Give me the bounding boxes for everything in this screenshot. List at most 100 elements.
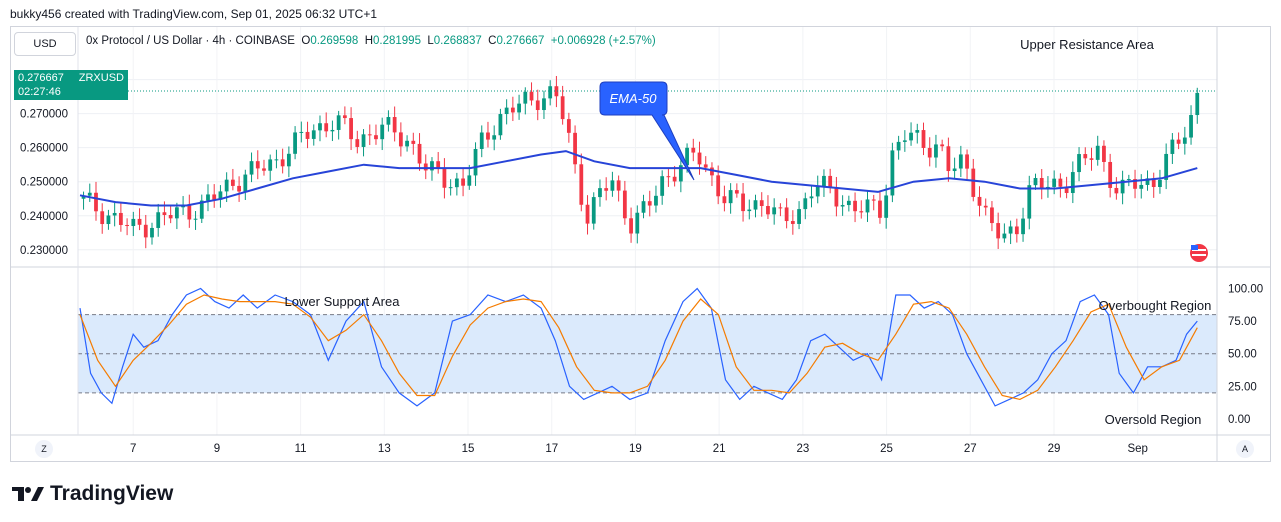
candle-body (355, 139, 360, 147)
candle-body (293, 132, 297, 154)
candle-body (759, 200, 764, 207)
candle-body (268, 159, 273, 171)
candle-body (237, 185, 241, 192)
candles (81, 75, 1200, 249)
candle-body (405, 140, 409, 147)
tradingview-logo: TradingView (12, 482, 173, 506)
candle-body (168, 215, 173, 219)
lower-support-label: Lower Support Area (285, 294, 401, 309)
candle-body (212, 194, 217, 200)
candle-body (510, 107, 515, 113)
stoch-tick-label: 25.00 (1228, 381, 1257, 393)
candle-body (622, 190, 627, 219)
candle-body (753, 200, 758, 210)
candle-body (604, 188, 609, 191)
candle-body (199, 200, 204, 219)
candle-body (498, 114, 503, 136)
candle-body (716, 175, 721, 197)
candle-body (896, 141, 901, 151)
candle-body (921, 130, 926, 148)
candle-body (461, 178, 465, 186)
last-price-tag: 0.276667 ZRXUSD 02:27:46 (14, 70, 128, 100)
candle-body (392, 117, 397, 133)
currency-button[interactable]: USD (14, 32, 76, 56)
candle-body (442, 168, 447, 188)
candle-body (585, 204, 590, 224)
candle-body (1126, 179, 1131, 181)
candle-body (909, 132, 913, 141)
candle-body (772, 207, 777, 215)
candle-body (162, 212, 167, 216)
candle-body (106, 215, 111, 225)
candle-body (1114, 187, 1119, 194)
candle-body (150, 227, 154, 238)
candle-body (934, 144, 938, 158)
candle-body (1108, 161, 1113, 188)
candle-body (137, 218, 142, 225)
stoch-tick-label: 50.00 (1228, 349, 1257, 361)
candle-body (156, 212, 161, 228)
time-tick-label: Sep (1127, 443, 1147, 455)
candle-body (778, 207, 783, 209)
candle-body (672, 176, 677, 182)
candle-body (336, 115, 341, 130)
candle-body (143, 224, 148, 238)
ema-callout-bubble (599, 81, 695, 181)
candle-body (573, 132, 577, 165)
chart-header-title: bukky456 created with TradingView.com, S… (10, 7, 378, 21)
candle-body (983, 205, 988, 208)
candle-body (822, 175, 826, 187)
candle-body (492, 135, 497, 140)
candle-body (542, 98, 546, 111)
upper-resistance-label: Upper Resistance Area (1020, 37, 1154, 52)
candle-body (112, 212, 117, 216)
candle-body (349, 118, 353, 140)
brand-name: TradingView (50, 482, 174, 505)
time-tick-label: 21 (713, 443, 726, 455)
time-tick-label: 19 (629, 443, 642, 455)
candle-body (635, 212, 640, 234)
candle-body (902, 140, 907, 142)
candle-body (280, 159, 285, 167)
candle-body (828, 175, 833, 188)
candle-body (436, 161, 441, 169)
candle-body (523, 91, 528, 104)
chart-annotations: Upper Resistance Area EMA-50 Lower Support… (285, 37, 1212, 427)
candle-body (579, 164, 584, 205)
auto-scale-button[interactable]: A (1236, 440, 1254, 458)
stoch-tick-label: 75.00 (1228, 316, 1257, 328)
candle-body (1021, 218, 1025, 235)
candle-body (324, 123, 329, 132)
candle-body (548, 86, 553, 99)
candle-body (815, 186, 820, 197)
close-label: C (488, 35, 497, 47)
candle-body (529, 91, 534, 101)
candle-body (224, 179, 229, 192)
candle-body (1077, 154, 1081, 173)
chart-frame (10, 26, 1271, 462)
candle-body (915, 130, 920, 133)
candle-body (952, 168, 957, 172)
candle-body (691, 147, 696, 153)
candle-body (1120, 179, 1125, 194)
candle-body (131, 218, 136, 227)
candle-body (1195, 92, 1200, 116)
candle-body (81, 195, 86, 199)
candle-body (1158, 179, 1162, 187)
candle-body (1089, 158, 1094, 160)
candle-body (330, 129, 335, 132)
time-tick-label: 25 (880, 443, 893, 455)
candle-body (1002, 233, 1007, 239)
candle-body (728, 190, 733, 204)
candle-body (703, 164, 708, 168)
candle-body (766, 206, 770, 215)
candle-body (747, 209, 752, 212)
candle-body (454, 178, 459, 188)
candle-body (878, 200, 882, 218)
candle-body (504, 107, 509, 115)
candle-body (417, 143, 422, 164)
timezone-button[interactable]: Z (35, 440, 53, 458)
candle-body (647, 201, 652, 206)
candle-body (1095, 145, 1100, 160)
